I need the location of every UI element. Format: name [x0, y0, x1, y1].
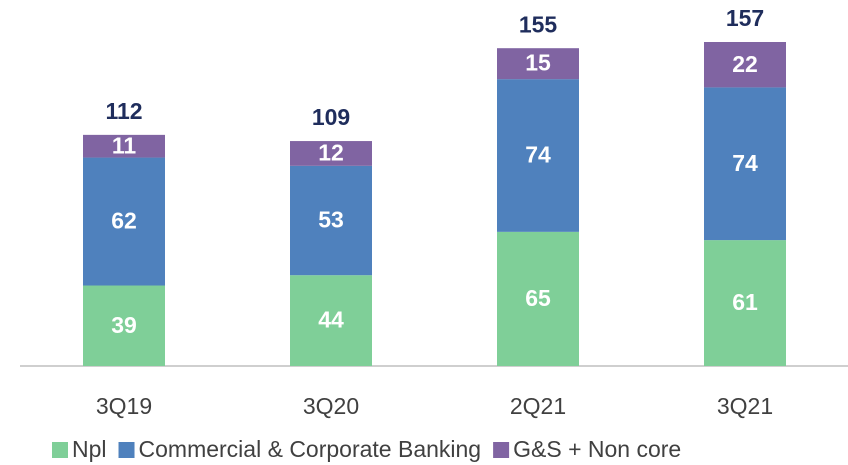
bar-segment [704, 42, 786, 88]
bar-segment [290, 141, 372, 166]
bar-segment [83, 134, 165, 158]
segment-label: 53 [318, 207, 344, 233]
segment-label: 15 [525, 50, 551, 76]
bar-segment [497, 79, 579, 232]
bar-segment [497, 231, 579, 366]
segment-label: 62 [111, 208, 137, 234]
x-tick-label: 3Q21 [717, 393, 773, 419]
total-label: 155 [519, 11, 558, 37]
x-tick-label: 3Q19 [96, 393, 152, 419]
segment-label: 74 [525, 142, 551, 168]
segment-label: 12 [318, 140, 344, 166]
segment-label: 11 [112, 132, 137, 158]
legend-label: G&S + Non core [513, 436, 681, 462]
total-label: 109 [312, 104, 350, 130]
bar-segment [704, 240, 786, 366]
segment-label: 44 [318, 307, 344, 333]
bar-segment [290, 275, 372, 366]
legend-swatch [52, 442, 68, 458]
x-tick-label: 3Q20 [303, 393, 359, 419]
total-label: 157 [726, 5, 764, 31]
bar-segment [290, 165, 372, 276]
segment-label: 61 [732, 289, 758, 315]
segment-label: 74 [732, 150, 758, 176]
legend-swatch [493, 442, 510, 458]
segment-label: 39 [111, 312, 137, 338]
segment-label: 65 [525, 285, 551, 311]
bar-segment [83, 285, 165, 366]
total-label: 112 [105, 98, 142, 124]
x-tick-label: 2Q21 [510, 393, 566, 419]
legend-label: Npl [72, 436, 107, 462]
bar-segment [704, 87, 786, 241]
bar-segment [83, 157, 165, 286]
legend-label: Commercial & Corporate Banking [139, 436, 482, 462]
legend-swatch [118, 442, 135, 458]
segment-label: 22 [732, 51, 758, 77]
bar-segment [497, 48, 579, 80]
